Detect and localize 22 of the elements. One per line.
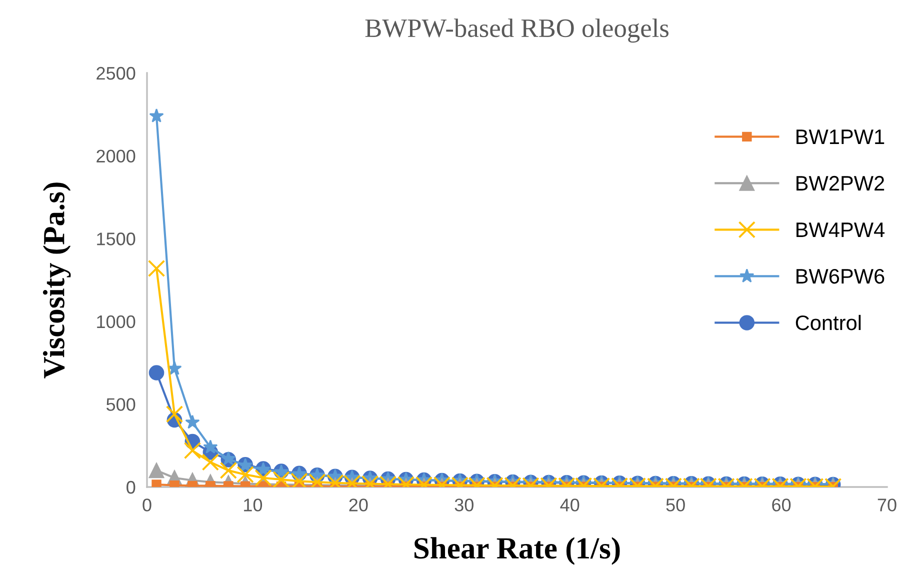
y-tick-label: 0	[126, 480, 136, 494]
x-tick-label: 10	[244, 498, 262, 512]
y-tick-label: 500	[106, 398, 136, 411]
x-tick-label: 40	[560, 498, 580, 512]
x-tick-label: 70	[878, 498, 896, 512]
y-tick-label: 2000	[96, 150, 136, 163]
x-axis-title: Shear Rate (1/s)	[414, 537, 620, 565]
x-tick-label: 50	[666, 498, 685, 512]
legend-label: BW1PW1	[796, 130, 884, 144]
y-tick-label: 1500	[97, 232, 136, 246]
legend-label: BW2PW2	[796, 176, 884, 190]
y-tick-label: 2500	[96, 66, 136, 80]
x-tick-label: 60	[772, 498, 791, 512]
chart-title: BWPW-based RBO oleogels	[365, 18, 668, 43]
x-tick-label: 0	[142, 498, 152, 512]
legend-label: BW4PW4	[796, 222, 885, 237]
y-axis-title: Viscosity (Pa.s)	[42, 182, 71, 378]
legend-label: Control	[796, 314, 861, 330]
legend-label: BW6PW6	[796, 268, 884, 284]
x-tick-label: 20	[349, 498, 368, 512]
y-tick-label: 1000	[97, 315, 136, 328]
x-tick-label: 30	[454, 498, 474, 512]
